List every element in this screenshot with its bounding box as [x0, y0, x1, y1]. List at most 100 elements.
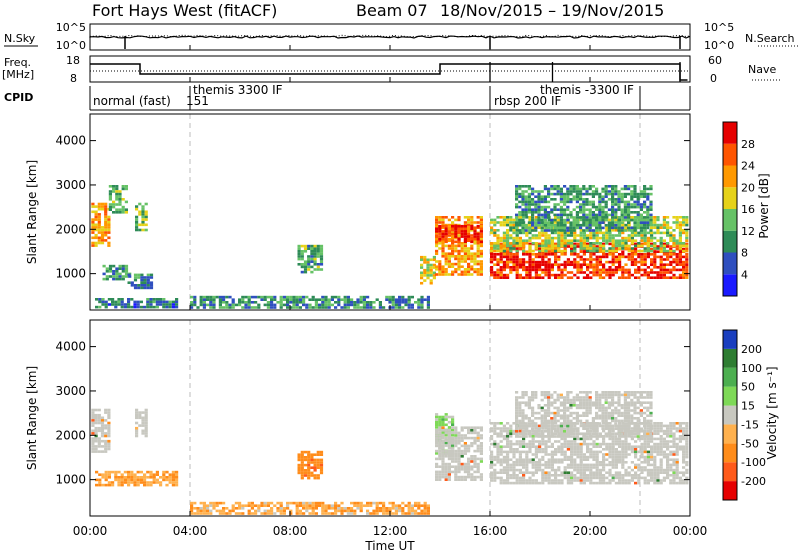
- velocity-cell: [573, 463, 577, 467]
- power-cell: [470, 252, 474, 255]
- power-cell: [557, 266, 561, 269]
- velocity-cell: [490, 422, 494, 425]
- velocity-cell: [550, 468, 554, 472]
- velocity-cell: [653, 474, 657, 477]
- velocity-cell: [506, 422, 510, 425]
- power-cell: [318, 303, 322, 307]
- power-cell: [423, 255, 427, 259]
- velocity-cell: [598, 450, 602, 454]
- power-cell: [527, 192, 531, 196]
- power-cell: [623, 185, 627, 188]
- power-cell: [102, 277, 106, 281]
- velocity-cell: [313, 458, 317, 462]
- power-cell: [669, 231, 673, 235]
- power-cell: [124, 211, 128, 214]
- power-cell: [94, 218, 98, 221]
- power-cell: [678, 268, 682, 272]
- velocity-cell: [541, 476, 545, 480]
- power-cell: [602, 247, 606, 250]
- velocity-cell: [560, 471, 564, 474]
- velocity-cell: [630, 445, 634, 448]
- velocity-cell: [199, 501, 203, 505]
- velocity-cell: [444, 429, 448, 432]
- velocity-cell: [541, 471, 545, 474]
- power-cell: [305, 306, 309, 309]
- power-cell: [662, 271, 666, 274]
- velocity-cell: [544, 474, 548, 477]
- power-cell: [112, 264, 116, 268]
- power-cell: [429, 258, 433, 262]
- power-cell: [639, 229, 643, 232]
- velocity-cell: [586, 474, 590, 477]
- power-cell: [346, 295, 350, 299]
- power-cell: [490, 247, 494, 250]
- power-cell: [463, 240, 467, 244]
- velocity-cell: [656, 476, 660, 480]
- velocity-cell: [168, 478, 172, 482]
- power-cell: [356, 303, 360, 307]
- noise-left-tick-bottom: 10^0: [56, 39, 86, 52]
- power-cell: [557, 218, 561, 222]
- power-cell: [636, 213, 640, 217]
- velocity-cell: [522, 442, 526, 446]
- power-cell: [118, 203, 122, 206]
- velocity-cell: [499, 445, 503, 448]
- power-cell: [531, 208, 535, 211]
- velocity-cell: [618, 445, 622, 448]
- power-cell: [569, 229, 573, 232]
- power-cell: [586, 258, 590, 261]
- velocity-cell: [506, 471, 510, 474]
- power-cell: [447, 255, 451, 258]
- velocity-cell: [582, 466, 586, 469]
- power-cell: [518, 276, 522, 279]
- power-cell: [630, 203, 634, 206]
- power-cell: [218, 303, 222, 307]
- power-cell: [499, 253, 503, 256]
- velocity-cell: [447, 462, 451, 466]
- velocity-cell: [538, 442, 542, 446]
- power-cell: [649, 229, 653, 232]
- power-cell: [666, 226, 670, 229]
- power-cell: [653, 258, 657, 261]
- power-cell: [559, 224, 563, 227]
- velocity-cell: [499, 435, 503, 438]
- velocity-cell: [168, 481, 172, 484]
- power-cell: [576, 253, 580, 256]
- power-cell: [611, 253, 615, 256]
- power-cell: [146, 284, 150, 287]
- velocity-cell: [457, 475, 461, 479]
- power-cell: [643, 229, 647, 232]
- velocity-cell: [139, 476, 143, 479]
- power-cell: [675, 263, 679, 266]
- power-cell: [457, 237, 461, 241]
- velocity-cell: [155, 470, 159, 474]
- velocity-cell: [685, 453, 689, 456]
- velocity-cell: [435, 434, 439, 437]
- power-cell: [193, 301, 197, 304]
- velocity-cell: [135, 432, 139, 435]
- velocity-cell: [123, 478, 127, 482]
- power-cell: [540, 221, 544, 224]
- velocity-cell: [473, 426, 477, 429]
- power-cell: [672, 258, 676, 261]
- velocity-cell: [586, 463, 590, 467]
- power-cell: [135, 220, 139, 224]
- power-cell: [528, 255, 532, 259]
- power-cell: [190, 295, 194, 299]
- power-cell: [557, 258, 561, 261]
- velocity-cell: [547, 445, 551, 448]
- power-cell: [457, 255, 461, 258]
- velocity-cell: [666, 453, 670, 456]
- velocity-cell: [441, 433, 445, 437]
- velocity-cell: [302, 512, 306, 515]
- power-cell: [611, 200, 615, 204]
- date-range: 18/Nov/2015 – 19/Nov/2015: [440, 1, 664, 20]
- velocity-cell: [467, 429, 471, 432]
- power-cell: [470, 255, 474, 258]
- power-cell: [627, 271, 631, 274]
- power-cell: [138, 210, 142, 214]
- velocity-cell: [550, 411, 554, 415]
- velocity-cell: [621, 458, 625, 461]
- power-cell: [356, 301, 360, 304]
- power-cell: [124, 270, 129, 273]
